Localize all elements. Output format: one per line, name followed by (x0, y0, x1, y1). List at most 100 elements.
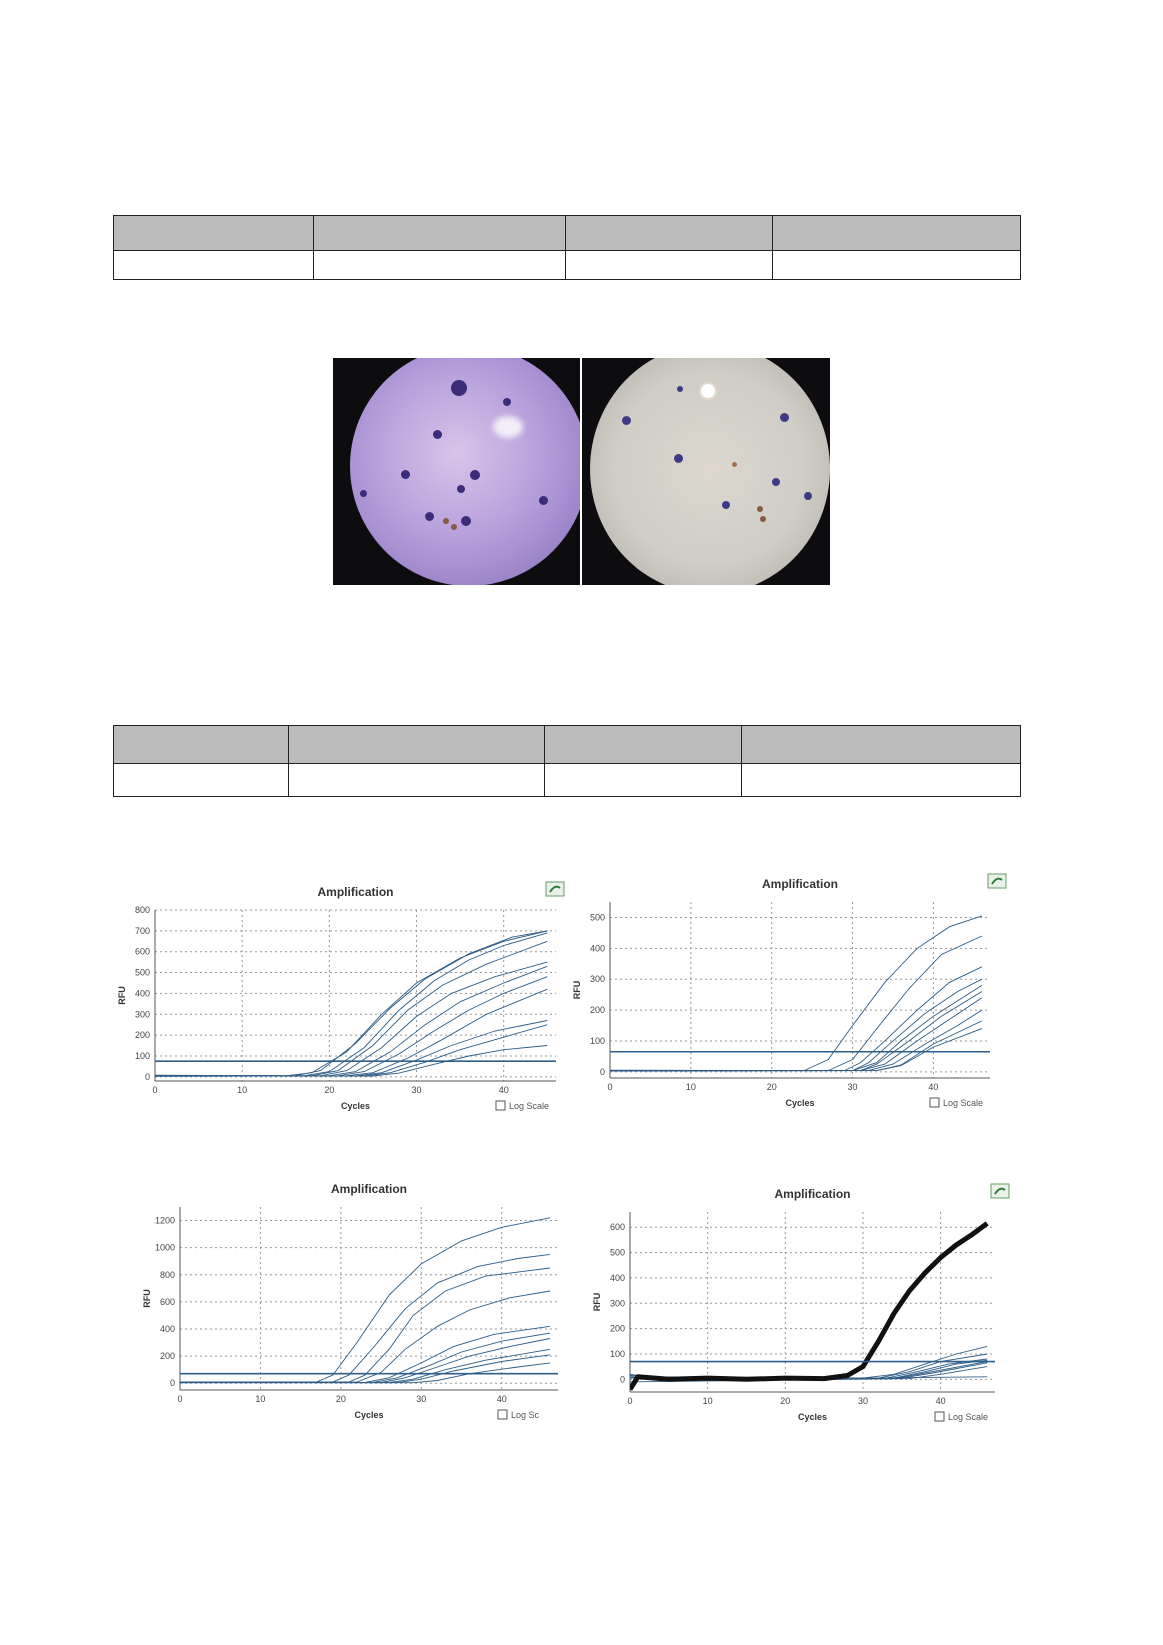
y-axis-label: RFU (572, 981, 582, 1000)
amplification-curve (155, 1045, 548, 1077)
amplification-curve (610, 978, 983, 1072)
amplification-chart-1: Amplification 0 10 20 30 40 0 100 200 300 400 500 60… (113, 878, 568, 1123)
amplification-curve (155, 961, 548, 1077)
table-row (113, 763, 1021, 797)
y-axis-label: RFU (142, 1289, 152, 1308)
micrograph-right (582, 358, 830, 585)
log-scale-checkbox[interactable]: Log Scale (929, 1097, 983, 1108)
data-table-1 (113, 215, 1021, 280)
amplification-curve (610, 1020, 983, 1072)
log-scale-label: Log Sc (511, 1410, 540, 1420)
micrograph-left (333, 358, 580, 585)
amplification-curve (610, 935, 983, 1072)
y-tick-label: 400 (160, 1324, 175, 1334)
x-axis-label: Cycles (354, 1410, 383, 1420)
amplification-curve (155, 932, 548, 1077)
x-tick-label: 20 (780, 1396, 790, 1406)
export-icon[interactable] (990, 1183, 1010, 1199)
amplification-curve (630, 1362, 988, 1379)
table-header-cell (565, 215, 773, 251)
amplification-curve (155, 988, 548, 1077)
y-tick-label: 400 (610, 1273, 625, 1283)
amplification-curve (155, 1024, 548, 1077)
y-tick-label: 800 (160, 1270, 175, 1280)
x-tick-label: 40 (928, 1082, 938, 1092)
amplification-curve (180, 1290, 551, 1383)
table-row (113, 250, 1021, 280)
x-tick-label: 20 (336, 1394, 346, 1404)
x-axis-label: Cycles (341, 1101, 370, 1111)
export-icon[interactable] (987, 873, 1007, 889)
y-tick-label: 200 (160, 1351, 175, 1361)
table-cell (544, 763, 742, 797)
x-tick-label: 10 (237, 1085, 247, 1095)
y-tick-label: 400 (135, 988, 150, 998)
table-cell (113, 763, 289, 797)
table-cell (772, 250, 1021, 280)
y-tick-label: 500 (590, 912, 605, 922)
y-tick-label: 300 (135, 1009, 150, 1019)
table-header-cell (288, 725, 545, 764)
log-scale-label: Log Scale (509, 1101, 549, 1111)
x-tick-label: 20 (767, 1082, 777, 1092)
y-tick-label: 100 (610, 1349, 625, 1359)
x-tick-label: 40 (936, 1396, 946, 1406)
y-tick-label: 800 (135, 905, 150, 915)
y-tick-label: 100 (590, 1036, 605, 1046)
amplification-curve (610, 966, 983, 1072)
amplification-curve (155, 930, 548, 1077)
x-tick-label: 30 (848, 1082, 858, 1092)
x-tick-label: 0 (152, 1085, 157, 1095)
x-tick-label: 40 (497, 1394, 507, 1404)
amplification-curve (610, 915, 983, 1072)
amplification-curve (180, 1348, 551, 1383)
table-header-cell (741, 725, 1021, 764)
y-tick-label: 500 (610, 1248, 625, 1258)
amplification-chart-4: Amplification 0 10 20 30 40 0 100 200 300 400 500 60… (588, 1180, 1013, 1440)
table-cell (313, 250, 566, 280)
amplification-chart-3: Amplification 0 10 20 30 40 0 200 400 600 800 1000 1… (138, 1175, 568, 1440)
table-header-cell (313, 215, 566, 251)
y-tick-label: 700 (135, 926, 150, 936)
log-scale-checkbox[interactable]: Log Sc (497, 1409, 540, 1420)
table-header-cell (113, 725, 289, 764)
x-tick-label: 30 (412, 1085, 422, 1095)
y-tick-label: 300 (610, 1298, 625, 1308)
table-cell (288, 763, 545, 797)
y-tick-label: 0 (600, 1067, 605, 1077)
table-header-row (113, 215, 1021, 251)
log-scale-label: Log Scale (943, 1098, 983, 1108)
table-cell (565, 250, 773, 280)
amplification-curve (180, 1267, 551, 1383)
y-tick-label: 1000 (155, 1243, 175, 1253)
amplification-curve (610, 991, 983, 1072)
highlighted-curve (630, 1221, 989, 1391)
amplification-curve (155, 940, 548, 1077)
y-tick-label: 200 (135, 1030, 150, 1040)
x-tick-label: 40 (499, 1085, 509, 1095)
y-axis-label: RFU (117, 986, 127, 1005)
amplification-curve (180, 1362, 551, 1384)
x-tick-label: 10 (686, 1082, 696, 1092)
y-tick-label: 0 (170, 1378, 175, 1388)
amplification-curve (180, 1338, 551, 1383)
x-tick-label: 0 (627, 1396, 632, 1406)
amplification-chart-2: Amplification 0 10 20 30 40 0 100 200 300 400 500 Cy… (568, 870, 1010, 1123)
log-scale-checkbox[interactable]: Log Scale (934, 1411, 988, 1422)
y-tick-label: 0 (145, 1072, 150, 1082)
export-icon[interactable] (545, 881, 565, 897)
y-tick-label: 200 (610, 1324, 625, 1334)
table-header-row (113, 725, 1021, 764)
y-tick-label: 200 (590, 1005, 605, 1015)
y-tick-label: 600 (610, 1222, 625, 1232)
amplification-curve (630, 1353, 988, 1379)
log-scale-checkbox[interactable]: Log Scale (495, 1100, 549, 1111)
table-header-cell (113, 215, 314, 251)
x-tick-label: 30 (858, 1396, 868, 1406)
chart-title: Amplification (317, 885, 393, 899)
x-tick-label: 10 (703, 1396, 713, 1406)
